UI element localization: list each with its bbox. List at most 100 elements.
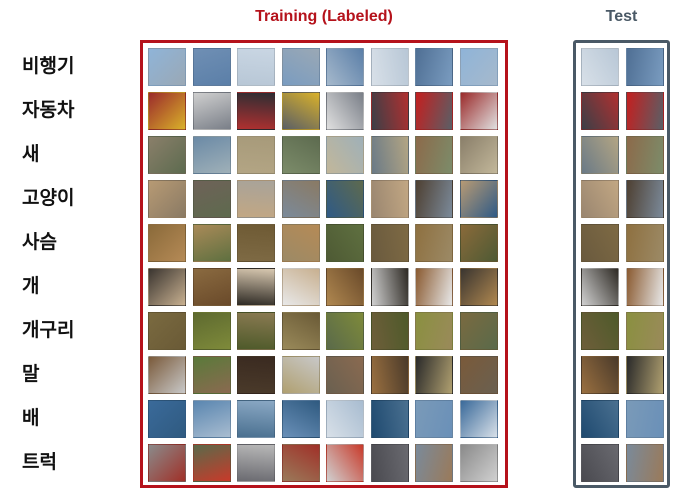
training-image	[192, 92, 231, 130]
training-image	[192, 356, 231, 394]
training-image	[192, 224, 231, 262]
training-image	[370, 356, 409, 394]
training-image	[148, 356, 186, 394]
training-image	[326, 268, 364, 306]
training-image	[326, 48, 364, 86]
test-image	[581, 92, 619, 130]
test-image	[581, 400, 619, 438]
training-image	[459, 444, 498, 482]
training-image	[370, 444, 409, 482]
training-image	[459, 224, 498, 262]
training-image	[459, 180, 498, 218]
training-image	[148, 444, 186, 482]
test-image	[581, 444, 619, 482]
class-label: 개구리	[22, 319, 75, 341]
training-image	[415, 224, 453, 262]
training-image	[415, 268, 453, 306]
training-title: Training (Labeled)	[255, 8, 393, 25]
training-image	[237, 48, 275, 86]
training-image	[192, 136, 231, 174]
training-image	[459, 268, 498, 306]
training-image	[281, 92, 320, 130]
training-image	[237, 356, 275, 394]
training-image	[415, 48, 453, 86]
training-image	[237, 136, 275, 174]
training-image	[281, 136, 320, 174]
training-image	[281, 312, 320, 350]
training-image	[192, 268, 231, 306]
training-image	[370, 92, 409, 130]
test-image	[626, 356, 664, 394]
test-image	[626, 92, 664, 130]
training-image	[281, 48, 320, 86]
training-image	[148, 136, 186, 174]
training-image	[148, 48, 186, 86]
training-image	[326, 400, 364, 438]
test-image	[626, 180, 664, 218]
training-image	[370, 224, 409, 262]
training-image	[370, 268, 409, 306]
class-label: 트럭	[22, 451, 57, 473]
training-image	[370, 180, 409, 218]
training-image	[237, 400, 275, 438]
training-image	[370, 136, 409, 174]
training-image	[459, 48, 498, 86]
training-image	[326, 312, 364, 350]
training-image	[415, 356, 453, 394]
training-image	[237, 180, 275, 218]
training-panel	[140, 40, 508, 488]
training-image	[192, 180, 231, 218]
class-label: 말	[22, 363, 40, 385]
training-image	[281, 400, 320, 438]
test-image	[626, 400, 664, 438]
training-image	[281, 224, 320, 262]
test-title: Test	[605, 8, 638, 25]
training-image	[326, 136, 364, 174]
test-image	[581, 312, 619, 350]
training-image	[459, 356, 498, 394]
training-image	[192, 400, 231, 438]
class-label: 비행기	[22, 55, 75, 77]
test-image	[581, 224, 619, 262]
class-label: 새	[22, 143, 40, 165]
training-image	[237, 268, 275, 306]
training-image	[370, 400, 409, 438]
class-label: 배	[22, 407, 40, 429]
training-image	[415, 136, 453, 174]
training-image	[148, 180, 186, 218]
test-image	[626, 312, 664, 350]
class-label: 개	[22, 275, 40, 297]
class-label: 사슴	[22, 231, 57, 253]
training-image	[415, 180, 453, 218]
training-image	[326, 356, 364, 394]
test-image	[581, 268, 619, 306]
training-image	[370, 312, 409, 350]
training-image	[148, 268, 186, 306]
training-image	[415, 92, 453, 130]
class-label: 고양이	[22, 187, 75, 209]
training-image	[148, 92, 186, 130]
test-image	[581, 48, 619, 86]
test-image	[626, 48, 664, 86]
training-image	[237, 312, 275, 350]
test-image	[626, 224, 664, 262]
training-image	[192, 444, 231, 482]
training-image	[148, 312, 186, 350]
test-image	[581, 180, 619, 218]
training-image	[459, 92, 498, 130]
training-image	[459, 400, 498, 438]
training-image	[148, 400, 186, 438]
training-image	[415, 400, 453, 438]
training-image	[281, 268, 320, 306]
training-image	[281, 356, 320, 394]
training-image	[415, 444, 453, 482]
training-image	[281, 180, 320, 218]
training-image	[237, 92, 275, 130]
test-image	[626, 268, 664, 306]
training-image	[281, 444, 320, 482]
training-image	[459, 312, 498, 350]
test-image	[581, 356, 619, 394]
training-image	[326, 224, 364, 262]
training-image	[326, 444, 364, 482]
training-image	[237, 224, 275, 262]
